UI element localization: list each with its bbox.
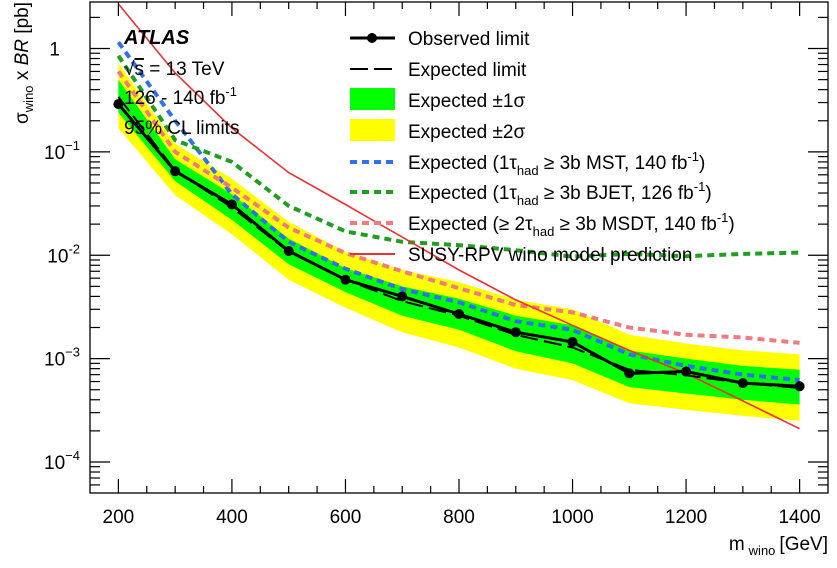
band-1sigma [118,79,800,405]
x-tick-label: 200 [103,507,135,528]
legend-mst: Expected (1τhad ≥ 3b MST, 140 fb-1) [350,149,705,178]
x-axis-title: m wino [GeV] [729,534,828,558]
lumi-value: 126 - 140 fb [124,88,225,109]
y-axis-title: σwino x BR [pb] [12,2,36,124]
legend-msdt-label: Expected (≥ 2τhad ≥ 3b MSDT, 140 fb-1) [408,210,735,239]
observed-point [794,381,805,392]
legend: Observed limit Expected limit Expected ±… [350,29,735,266]
atlas-label: ATLAS [123,27,190,49]
observed-points [113,99,805,392]
energy-value: = 13 TeV [144,59,225,80]
legend-observed: Observed limit [350,29,530,50]
observed-point [340,274,351,285]
observed-point [737,378,748,389]
expected-mst-line [116,41,800,383]
lumi-sup: -1 [225,84,237,99]
y-tick-label: 1 [49,40,60,61]
observed-point [510,327,521,338]
legend-2sigma-label: Expected ±2σ [408,122,526,143]
observed-point [170,166,181,177]
x-tick-label: 800 [443,507,475,528]
legend-bjet: Expected (1τhad ≥ 3b BJET, 126 fb-1) [350,179,712,208]
legend-theory: SUSY-RPV wino model prediction [350,245,692,266]
expected-msdt-line [116,70,800,345]
observed-point [397,291,408,302]
cl-label: 95% CL limits [124,118,239,139]
observed-point [454,309,464,319]
observed-point [226,199,237,210]
legend-msdt: Expected (≥ 2τhad ≥ 3b MSDT, 140 fb-1) [350,210,735,239]
atlas-annotation: ATLAS √s = 13 TeV 126 - 140 fb-1 95% CL … [123,27,239,139]
y-tick-label: 10−1 [44,138,80,164]
lumi-label: 126 - 140 fb-1 [124,84,237,109]
y-axis-ticks: 10210110−110-210−310−4 [44,16,828,486]
legend-1sigma: Expected ±1σ [350,88,526,112]
observed-point [283,246,294,256]
legend-1sigma-label: Expected ±1σ [408,91,526,112]
energy-label: √s = 13 TeV [124,59,225,80]
observed-point [567,336,578,347]
legend-mst-label: Expected (1τhad ≥ 3b MST, 140 fb-1) [408,149,705,178]
legend-theory-label: SUSY-RPV wino model prediction [408,245,692,266]
legend-observed-label: Observed limit [408,29,530,50]
uncertainty-bands [118,63,800,421]
x-tick-label: 1000 [551,507,593,528]
y-tick-label: 10-2 [47,241,80,267]
legend-expected: Expected limit [350,60,527,81]
observed-point [624,368,635,379]
x-tick-label: 600 [330,507,362,528]
energy-s: s [134,59,144,80]
legend-2sigma: Expected ±2σ [350,119,526,143]
observed-point [113,99,124,110]
x-tick-label: 1200 [665,507,707,528]
expected-bjet-line [116,54,800,259]
observed-point [681,366,692,377]
sqrt-symbol: √ [124,59,135,80]
x-tick-label: 400 [216,507,248,528]
x-tick-label: 1400 [778,507,820,528]
y-tick-label: 10−4 [44,448,80,474]
x-axis-ticks: 200 400 600 800 1000 1200 1400 [103,2,821,528]
legend-expected-label: Expected limit [408,60,527,81]
y-tick-label: 10−3 [44,345,80,371]
legend-bjet-label: Expected (1τhad ≥ 3b BJET, 126 fb-1) [408,179,712,208]
